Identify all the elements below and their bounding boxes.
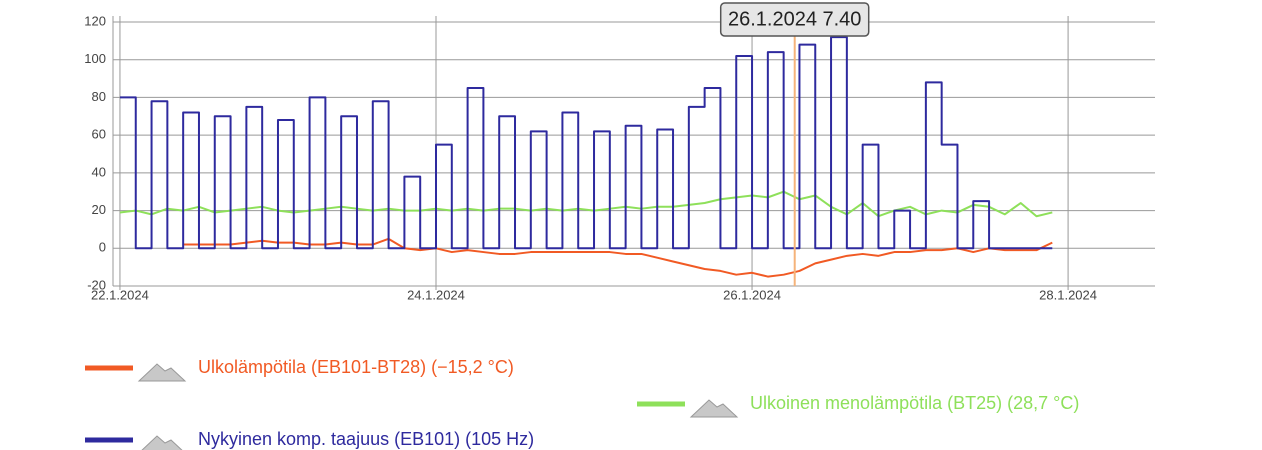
series-line xyxy=(183,237,1053,278)
y-tick-label: 100 xyxy=(84,51,106,66)
x-tick-label: 28.1.2024 xyxy=(1039,287,1097,302)
y-tick-label: 60 xyxy=(92,127,106,142)
series-line xyxy=(119,190,1053,218)
x-tick-label: 26.1.2024 xyxy=(723,287,781,302)
x-tick-label: 22.1.2024 xyxy=(91,287,149,302)
legend-label[interactable]: Ulkoinen menolämpötila (BT25) (28,7 °C) xyxy=(750,393,1079,413)
cursor-label-box xyxy=(719,2,870,37)
legend-label[interactable]: Ulkolämpötila (EB101-BT28) (−15,2 °C) xyxy=(198,357,514,377)
y-tick-label: 40 xyxy=(92,164,106,179)
cursor-label: 26.1.2024 7.40 xyxy=(728,8,861,30)
legend-icon xyxy=(137,363,187,382)
y-tick-label: 0 xyxy=(99,240,106,255)
y-tick-label: 80 xyxy=(92,89,106,104)
y-tick-label: 20 xyxy=(92,202,106,217)
legend-icon xyxy=(141,435,183,450)
series-line xyxy=(119,36,1053,250)
legend-label[interactable]: Nykyinen komp. taajuus (EB101) (105 Hz) xyxy=(198,429,534,449)
y-tick-label: 120 xyxy=(84,13,106,28)
x-tick-label: 24.1.2024 xyxy=(407,287,465,302)
y-tick-label: -20 xyxy=(87,277,106,292)
legend-icon xyxy=(689,399,739,418)
